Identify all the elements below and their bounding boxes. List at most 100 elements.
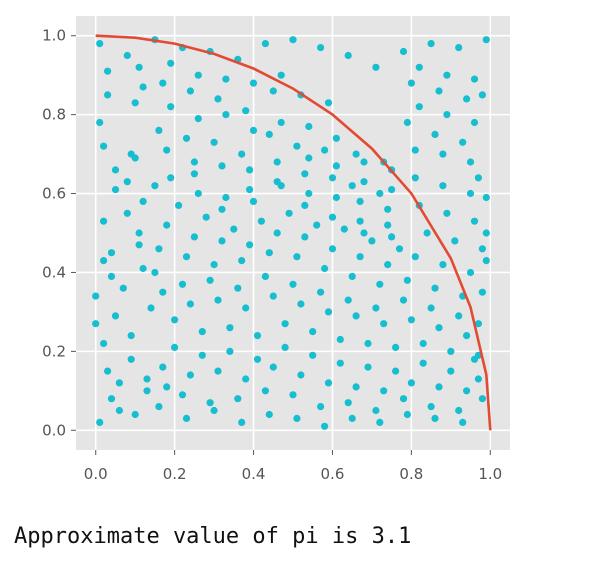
- scatter-point: [190, 170, 198, 178]
- scatter-point: [336, 335, 344, 344]
- scatter-point: [470, 355, 479, 363]
- scatter-point: [277, 71, 285, 79]
- scatter-point: [218, 237, 226, 245]
- scatter-point: [249, 79, 258, 87]
- scatter-point: [317, 288, 325, 296]
- scatter-point: [246, 241, 254, 249]
- scatter-point: [332, 193, 340, 202]
- scatter-point: [159, 79, 167, 87]
- scatter-point: [427, 403, 435, 411]
- scatter-point: [435, 324, 443, 332]
- scatter-point: [309, 351, 317, 359]
- x-tick-label: 0.4: [242, 465, 266, 483]
- scatter-point: [167, 59, 175, 67]
- scatter-point: [123, 209, 131, 217]
- scatter-point: [155, 403, 163, 411]
- scatter-point: [332, 162, 340, 170]
- scatter-point: [226, 347, 234, 355]
- scatter-point: [384, 221, 392, 229]
- scatter-point: [265, 410, 273, 419]
- scatter-point: [352, 312, 360, 320]
- scatter-point: [127, 355, 135, 363]
- scatter-point: [92, 320, 100, 328]
- scatter-point: [123, 51, 131, 60]
- scatter-point: [427, 40, 435, 48]
- scatter-point: [470, 118, 479, 127]
- scatter-point: [206, 399, 214, 407]
- scatter-point: [104, 67, 112, 75]
- scatter-point: [356, 253, 364, 261]
- scatter-point: [348, 182, 356, 190]
- scatter-point: [451, 237, 459, 245]
- scatter-point: [356, 197, 364, 205]
- scatter-point: [372, 304, 380, 312]
- scatter-point: [482, 257, 490, 265]
- scatter-point: [194, 115, 202, 123]
- scatter-point: [159, 288, 167, 296]
- grid-lines: [76, 16, 510, 450]
- scatter-point: [360, 229, 368, 237]
- scatter-point: [249, 126, 258, 134]
- scatter-point: [107, 272, 116, 280]
- scatter-point: [321, 422, 329, 430]
- scatter-point: [269, 87, 277, 95]
- scatter-point: [395, 245, 404, 253]
- scatter-point: [238, 150, 246, 158]
- scatter-point: [167, 174, 175, 182]
- scatter-point: [293, 253, 301, 261]
- scatter-point: [155, 126, 163, 134]
- scatter-point: [419, 339, 427, 348]
- scatter-point: [111, 166, 120, 174]
- scatter-point: [305, 122, 313, 131]
- scatter-point: [301, 233, 309, 241]
- scatter-point: [107, 395, 116, 403]
- scatter-point: [96, 40, 104, 48]
- scatter-point: [143, 387, 151, 395]
- quarter-circle-curve: [95, 34, 492, 431]
- scatter-point: [415, 63, 423, 71]
- scatter-point: [210, 406, 218, 415]
- scatter-point: [466, 189, 475, 198]
- scatter-point: [234, 284, 242, 292]
- scatter-point: [459, 418, 467, 426]
- scatter-point: [482, 229, 490, 237]
- scatter-point: [119, 284, 127, 292]
- scatter-point: [305, 154, 313, 162]
- scatter-point: [218, 205, 226, 213]
- scatter-point: [273, 158, 281, 166]
- scatter-point: [364, 363, 372, 371]
- scatter-point: [104, 367, 112, 375]
- scatter-point: [135, 241, 143, 249]
- scatter-point: [190, 233, 198, 241]
- scatter-point: [328, 245, 337, 253]
- scatter-point: [222, 75, 230, 83]
- scatter-point: [139, 197, 147, 205]
- monte-carlo-scatter-chart: 0.0 0.2 0.4 0.6 0.8 1.0 0.0 0.2 0.4 0.6 0.8 1.0: [42, 16, 510, 483]
- scatter-point: [273, 178, 281, 186]
- scatter-point: [344, 399, 352, 407]
- scatter-point: [127, 332, 135, 340]
- scatter-point: [202, 213, 210, 221]
- scatter-point: [281, 343, 289, 351]
- scatter-point: [206, 276, 214, 284]
- scatter-point: [246, 166, 254, 174]
- scatter-point: [321, 146, 329, 154]
- scatter-point: [265, 249, 273, 257]
- scatter-point: [186, 300, 194, 308]
- scatter-point: [289, 36, 297, 44]
- scatter-point: [368, 237, 376, 245]
- scatter-point: [478, 91, 486, 99]
- scatter-point: [478, 288, 486, 296]
- scatter-point: [269, 292, 277, 300]
- scatter-point: [151, 182, 159, 190]
- scatter-point: [305, 189, 313, 198]
- scatter-point: [411, 253, 419, 261]
- scatter-point: [234, 395, 242, 403]
- scatter-point: [309, 328, 317, 336]
- scatter-point: [159, 363, 167, 371]
- scatter-point: [466, 158, 475, 166]
- scatter-point: [336, 359, 344, 367]
- scatter-point: [218, 162, 226, 170]
- x-tick-label: 0.6: [321, 465, 345, 483]
- scatter-point: [289, 280, 297, 288]
